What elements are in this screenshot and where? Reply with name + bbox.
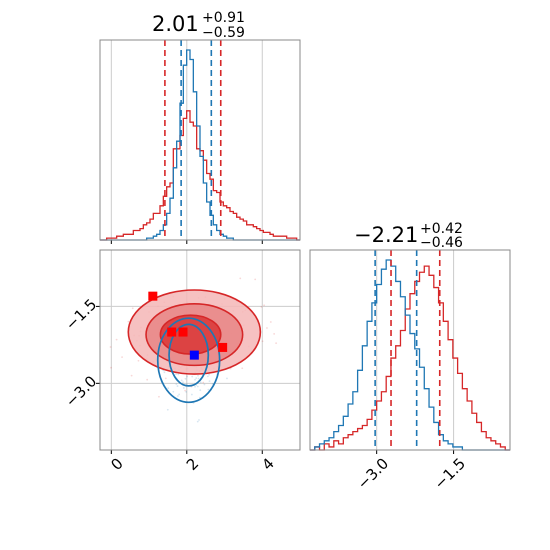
scatter-sample-dot bbox=[197, 377, 200, 380]
scatter-sample-dot bbox=[164, 377, 167, 380]
histogram-param1-panel bbox=[99, 39, 301, 244]
scatter-sample-dot bbox=[197, 374, 199, 377]
scatter-sample-dot bbox=[177, 373, 180, 376]
scatter-sample-dot bbox=[180, 379, 183, 382]
scatter-sample-dot bbox=[199, 381, 202, 384]
title-param1-plus: +0.91 bbox=[202, 10, 245, 26]
x-tick-label-param1: 2 bbox=[183, 454, 202, 473]
scatter-sample-dot bbox=[254, 278, 257, 281]
scatter-sample-dot bbox=[172, 390, 175, 393]
scatter-sample-dot bbox=[167, 387, 170, 390]
hist1-series-1-steps bbox=[100, 49, 300, 241]
scatter-sample-dot bbox=[185, 383, 188, 385]
scatter-sample-dot bbox=[121, 356, 123, 359]
scatter-sample-dot bbox=[191, 375, 194, 378]
x-tick-label-param2: −1.5 bbox=[431, 454, 469, 492]
y-tick-label-param2: −1.5 bbox=[62, 295, 100, 333]
scatter-sample-dot bbox=[194, 385, 196, 388]
histogram-param2-panel: −3.0 −1.5 bbox=[309, 249, 511, 493]
hist2-frame bbox=[309, 249, 511, 451]
scatter-sample-dot bbox=[130, 374, 133, 377]
scatter-sample-dot bbox=[202, 381, 205, 384]
scatter-sample-dot bbox=[203, 383, 206, 386]
scatter-sample-dot bbox=[177, 395, 179, 397]
scatter-sample-dot bbox=[199, 389, 202, 392]
title-param2-plus: +0.42 bbox=[420, 221, 463, 237]
scatter-sample-dot bbox=[184, 389, 187, 392]
scatter-sample-dot bbox=[208, 373, 210, 376]
scatter-sample-dot bbox=[206, 375, 209, 378]
scatter-sample-dot bbox=[239, 277, 242, 280]
scatter-sample-dot bbox=[198, 419, 200, 421]
scatter-sample-dot bbox=[226, 377, 228, 380]
scatter-sample-dot bbox=[146, 378, 149, 381]
title-param2-value: −2.21 bbox=[354, 223, 418, 247]
scatter-sample-dot bbox=[186, 375, 189, 378]
scatter-sample-dot bbox=[275, 342, 278, 345]
scatter-sample-dot bbox=[109, 346, 112, 348]
title-param2: −2.21 +0.42 −0.46 bbox=[354, 221, 463, 251]
marker-point bbox=[167, 327, 177, 337]
scatter-sample-dot bbox=[269, 321, 272, 323]
hist2-series-0-steps bbox=[310, 265, 510, 451]
scatter-sample-dot bbox=[127, 320, 130, 323]
scatter-sample-dot bbox=[260, 306, 263, 308]
title-param2-minus: −0.46 bbox=[420, 235, 463, 251]
marker-point bbox=[178, 327, 188, 337]
scatter-sample-dot bbox=[115, 338, 118, 341]
scatter-sample-dot bbox=[175, 383, 178, 386]
hist1-frame bbox=[99, 39, 301, 241]
scatter-sample-dot bbox=[208, 380, 211, 383]
blue-contour-level-0 bbox=[156, 317, 221, 404]
scatter-sample-dot bbox=[211, 383, 214, 385]
x-tick-label-param1: 4 bbox=[258, 454, 277, 473]
scatter-sample-dot bbox=[166, 408, 169, 411]
scatter-sample-dot bbox=[273, 333, 276, 335]
title-param1-minus: −0.59 bbox=[202, 25, 245, 41]
scatter-sample-dot bbox=[178, 393, 181, 396]
marker-point bbox=[148, 291, 158, 301]
scatter-sample-dot bbox=[182, 381, 184, 384]
scatter-sample-dot bbox=[185, 390, 188, 393]
scatter-sample-dot bbox=[158, 395, 160, 398]
marker-point bbox=[218, 342, 228, 352]
scatter-sample-dot bbox=[163, 371, 166, 374]
blue-contour-level-1 bbox=[168, 323, 210, 387]
hist1-series-0-steps bbox=[100, 110, 300, 241]
scatter-sample-dot bbox=[196, 420, 199, 423]
scatter-sample-dot bbox=[131, 307, 134, 310]
scatter-sample-dot bbox=[110, 366, 112, 369]
scatter-sample-dot bbox=[195, 377, 198, 380]
scatter-sample-dot bbox=[198, 396, 201, 399]
scatter-sample-dot bbox=[266, 327, 268, 329]
scatter-contour-panel: 0 2 4 −3.0 −1.5 bbox=[62, 249, 301, 474]
y-tick-label-param2: −3.0 bbox=[62, 372, 100, 410]
title-param1: 2.01 +0.91 −0.59 bbox=[152, 10, 245, 41]
scatter-sample-dot bbox=[194, 378, 196, 381]
scatter-sample-dot bbox=[241, 367, 244, 370]
scatter-sample-dot bbox=[182, 387, 185, 389]
scatter-sample-dot bbox=[137, 359, 140, 362]
title-param1-value: 2.01 bbox=[152, 12, 199, 36]
marker-point bbox=[189, 350, 199, 360]
scatter-sample-dot bbox=[175, 373, 177, 375]
scatter-sample-dot bbox=[207, 388, 210, 391]
scatter-frame bbox=[99, 249, 301, 451]
hist2-series-1-steps bbox=[310, 259, 510, 451]
scatter-sample-dot bbox=[261, 340, 264, 343]
scatter-sample-dot bbox=[263, 304, 266, 307]
scatter-sample-dot bbox=[184, 377, 187, 380]
x-tick-label-param2: −3.0 bbox=[354, 454, 392, 492]
x-tick-label-param1: 0 bbox=[107, 454, 126, 473]
scatter-sample-dot bbox=[190, 393, 193, 396]
scatter-sample-dot bbox=[196, 385, 199, 388]
scatter-sample-dot bbox=[176, 385, 179, 387]
